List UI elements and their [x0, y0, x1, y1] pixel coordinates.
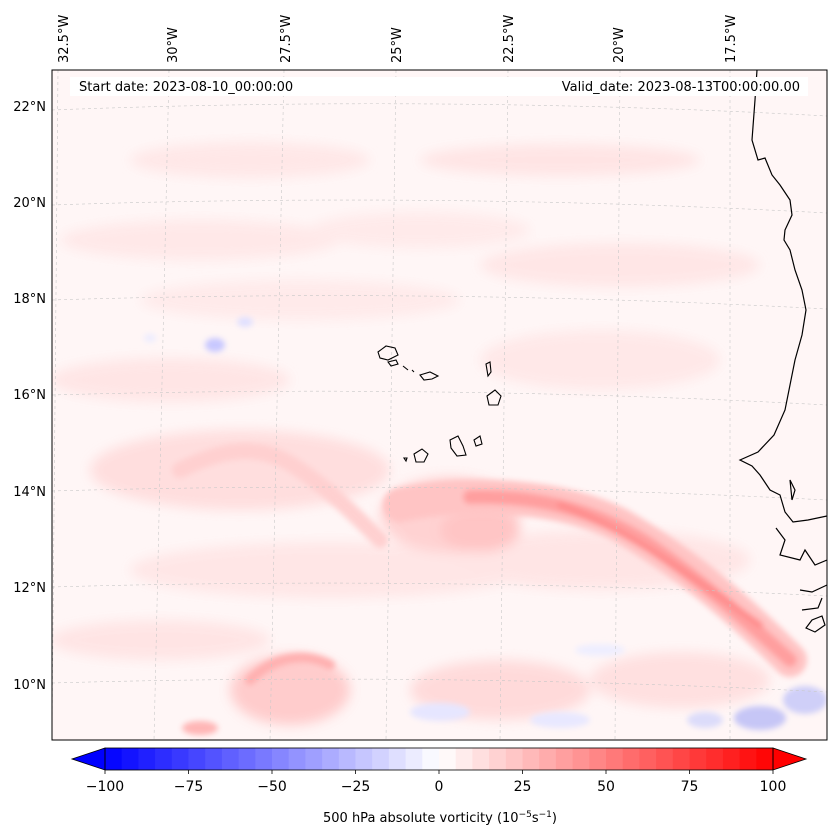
lon-label: 32.5°W — [57, 15, 72, 63]
header-strip — [70, 77, 808, 96]
colorbar-segment — [606, 748, 624, 770]
colorbar-segment — [672, 748, 690, 770]
colorbar-segment — [522, 748, 540, 770]
colorbar-segment — [489, 748, 507, 770]
colorbar-segment — [656, 748, 674, 770]
colorbar-segment — [255, 748, 273, 770]
colorbar-segment — [505, 748, 523, 770]
colorbar-segment — [706, 748, 724, 770]
island — [387, 359, 399, 367]
lon-label: 22.5°W — [502, 15, 517, 63]
colorbar-segment — [138, 748, 156, 770]
colorbar-tick-label: −50 — [257, 779, 287, 795]
colorbar-tick-label: 100 — [760, 779, 787, 795]
island — [449, 435, 467, 457]
colorbar-tick-label: 0 — [435, 779, 444, 795]
island — [402, 457, 408, 463]
island — [486, 389, 502, 406]
colorbar-segment — [205, 748, 223, 770]
colorbar-segment — [555, 748, 573, 770]
lon-label: 30°W — [166, 27, 181, 63]
lat-label: 12°N — [13, 581, 46, 596]
colorbar-segment — [388, 748, 406, 770]
lon-label: 27.5°W — [279, 15, 294, 63]
map-panel — [51, 69, 828, 741]
colorbar-segment — [221, 748, 239, 770]
colorbar-segment — [121, 748, 139, 770]
cape-verde-islands — [377, 345, 502, 463]
colorbar-segment — [105, 748, 123, 770]
colorbar-segment — [288, 748, 306, 770]
colorbar-tick-label: −25 — [341, 779, 371, 795]
island — [402, 365, 409, 371]
lon-label: 20°W — [612, 27, 627, 63]
lat-label: 22°N — [13, 100, 46, 115]
colorbar-segments — [105, 748, 774, 770]
vorticity-field — [52, 142, 827, 735]
colorbar-ticks: −100 −75 −50 −25 0 25 50 75 100 — [86, 770, 787, 795]
colorbar-segment — [722, 748, 740, 770]
lat-label: 20°N — [13, 196, 46, 211]
colorbar-segment — [589, 748, 607, 770]
coastline — [738, 70, 827, 633]
colorbar-segment — [422, 748, 440, 770]
colorbar-min-extend — [70, 747, 106, 771]
colorbar-segment — [689, 748, 707, 770]
colorbar-segment — [338, 748, 356, 770]
colorbar-segment — [372, 748, 390, 770]
lat-label: 10°N — [13, 678, 46, 693]
start-date-label: Start date: 2023-08-10_00:00:00 — [79, 80, 293, 95]
longitude-labels: 32.5°W 30°W 27.5°W 25°W 22.5°W 20°W 17.5… — [57, 15, 739, 63]
colorbar-tick-label: 75 — [681, 779, 699, 795]
colorbar-segment — [622, 748, 640, 770]
colorbar-segment — [739, 748, 757, 770]
colorbar-segment — [155, 748, 173, 770]
colorbar: −100 −75 −50 −25 0 25 50 75 100 500 hPa absolute… — [70, 747, 808, 826]
colorbar-segment — [455, 748, 473, 770]
colorbar-tick-label: 50 — [597, 779, 615, 795]
colorbar-segment — [756, 748, 774, 770]
colorbar-segment — [355, 748, 373, 770]
map-frame — [51, 69, 828, 741]
colorbar-tick-label: 25 — [514, 779, 532, 795]
colorbar-segment — [238, 748, 256, 770]
colorbar-segment — [272, 748, 290, 770]
colorbar-segment — [305, 748, 323, 770]
island — [411, 369, 415, 373]
colorbar-segment — [472, 748, 490, 770]
gridlines — [52, 70, 827, 740]
island — [473, 435, 483, 447]
colorbar-max-extend — [772, 747, 808, 771]
island — [485, 361, 492, 378]
valid-date-label: Valid_date: 2023-08-13T00:00:00.00 — [562, 80, 800, 95]
colorbar-tick-label: −100 — [86, 779, 124, 795]
lon-label: 17.5°W — [724, 15, 739, 63]
island — [413, 448, 429, 463]
latitude-labels: 22°N 20°N 18°N 16°N 14°N 12°N 10°N — [13, 100, 46, 693]
colorbar-segment — [572, 748, 590, 770]
island — [377, 345, 399, 361]
island — [419, 371, 440, 381]
colorbar-segment — [439, 748, 457, 770]
lat-label: 14°N — [13, 485, 46, 500]
colorbar-tick-label: −75 — [174, 779, 204, 795]
colorbar-segment — [188, 748, 206, 770]
colorbar-label: 500 hPa absolute vorticity (10−5s−1) — [323, 810, 557, 826]
lon-label: 25°W — [390, 27, 405, 63]
lat-label: 16°N — [13, 388, 46, 403]
colorbar-segment — [171, 748, 189, 770]
colorbar-segment — [539, 748, 557, 770]
colorbar-segment — [639, 748, 657, 770]
colorbar-segment — [405, 748, 423, 770]
colorbar-segment — [322, 748, 340, 770]
lat-label: 18°N — [13, 292, 46, 307]
